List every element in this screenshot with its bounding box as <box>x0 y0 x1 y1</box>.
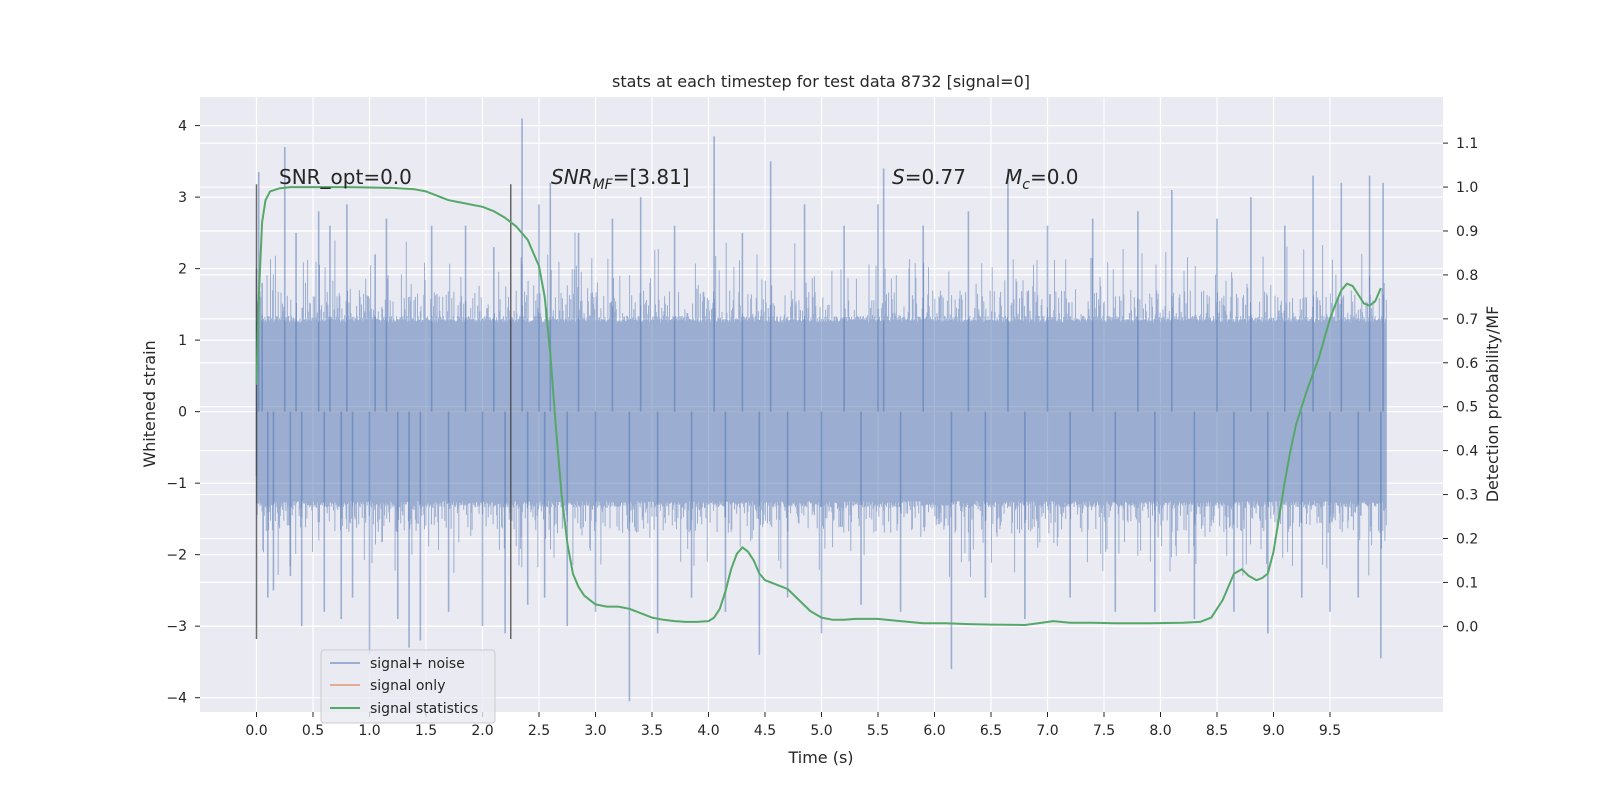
x-tick-label: 2.5 <box>528 723 550 739</box>
x-axis-label: Time (s) <box>787 748 853 767</box>
x-tick-label: 5.0 <box>810 723 832 739</box>
x-tick-label: 0.0 <box>245 723 267 739</box>
x-tick-label: 6.5 <box>980 723 1002 739</box>
y-right-tick-label: 0.3 <box>1456 488 1478 504</box>
x-tick-label: 1.0 <box>358 723 380 739</box>
x-tick-label: 7.5 <box>1093 723 1115 739</box>
y-tick-label: −2 <box>166 548 187 564</box>
noise-layer <box>255 118 1387 702</box>
y-right-tick-label: 0.6 <box>1456 356 1478 372</box>
vline-layer <box>255 184 512 640</box>
x-tick-label: 8.5 <box>1206 723 1228 739</box>
y-tick-label: −3 <box>166 619 187 635</box>
y-right-tick-label: 0.1 <box>1456 575 1478 591</box>
y-right-tick-label: 0.2 <box>1456 531 1478 547</box>
y-axis-right-label: Detection probability/MF <box>1483 306 1502 503</box>
x-tick-label: 8.0 <box>1149 723 1171 739</box>
y-right-tick-label: 1.0 <box>1456 180 1478 196</box>
legend-label-signal-statistics: signal statistics <box>370 701 478 717</box>
annotation-mc-value: =0.0 <box>1030 165 1079 189</box>
y-tick-label: 4 <box>178 119 187 135</box>
signal-statistics-line <box>255 186 1382 626</box>
annotation-snr-mf-sub: MF <box>593 177 614 193</box>
y-right-tick-label: 0.8 <box>1456 268 1478 284</box>
x-tick-label: 1.5 <box>415 723 437 739</box>
annotation-s-base: S <box>892 165 905 189</box>
legend-box <box>320 649 496 724</box>
annotation-s-value: =0.77 <box>905 165 966 189</box>
x-tick-label: 9.0 <box>1262 723 1284 739</box>
annotation-snr-mf: SNRMF=[3.81] <box>551 165 690 193</box>
x-tick-label: 5.5 <box>867 723 889 739</box>
y-right-tick-label: 0.4 <box>1456 444 1478 460</box>
y-tick-label: 3 <box>178 190 187 206</box>
x-tick-label: 7.0 <box>1036 723 1058 739</box>
annotation-snr-opt: SNR_opt=0.0 <box>279 165 412 189</box>
y-tick-label: −1 <box>166 476 187 492</box>
y-right-tick-label: 0.5 <box>1456 400 1478 416</box>
y-right-tick-label: 0.7 <box>1456 312 1478 328</box>
annotation-mc-sub: c <box>1022 177 1030 193</box>
x-tick-label: 4.5 <box>754 723 776 739</box>
annotation-snr-mf-base: SNR <box>551 165 593 189</box>
stats-layer <box>255 186 1382 626</box>
tick-layer: 0.0 0.5 1.0 1.5 2.0 2.5 3.0 3.5 4.0 4.5 5.0 5.5 6.0 6… <box>166 119 1478 739</box>
x-tick-label: 0.5 <box>302 723 324 739</box>
x-tick-label: 3.5 <box>641 723 663 739</box>
y-tick-label: 0 <box>178 405 187 421</box>
annotation-mc-base: M <box>1005 165 1022 189</box>
annotation-mc: Mc=0.0 <box>1005 165 1079 193</box>
y-right-tick-label: 0.0 <box>1456 619 1478 635</box>
y-tick-label: 1 <box>178 333 187 349</box>
x-tick-label: 9.5 <box>1319 723 1341 739</box>
x-tick-label: 2.0 <box>471 723 493 739</box>
legend: signal+ noise signal only signal statist… <box>320 649 496 724</box>
y-tick-label: −4 <box>166 691 187 707</box>
x-tick-label: 4.0 <box>697 723 719 739</box>
x-tick-label: 3.0 <box>584 723 606 739</box>
y-right-tick-label: 1.1 <box>1456 136 1478 152</box>
legend-label-signal-only: signal only <box>370 678 445 694</box>
x-tick-label: 6.0 <box>923 723 945 739</box>
legend-label-signal-noise: signal+ noise <box>370 656 465 672</box>
y-tick-label: 2 <box>178 262 187 278</box>
y-axis-label: Whitened strain <box>140 340 159 467</box>
annotation-s: S=0.77 <box>892 165 966 189</box>
chart-title: stats at each timestep for test data 873… <box>612 72 1030 91</box>
y-right-tick-label: 0.9 <box>1456 224 1478 240</box>
annotation-snr-mf-value: =[3.81] <box>613 165 690 189</box>
